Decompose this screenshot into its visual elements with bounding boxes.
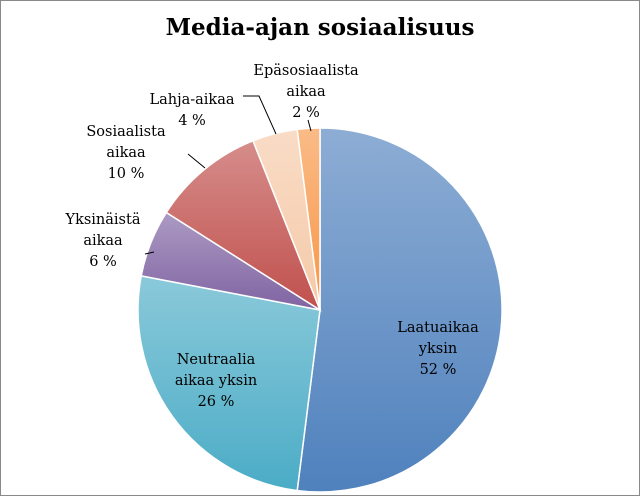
slice-data-label: Neutraalia aikaa yksin 26 %	[175, 352, 257, 410]
chart-title: Media-ajan sosiaalisuus	[165, 14, 475, 41]
slice-value-label: 6 %	[89, 254, 117, 270]
slice-category-label: Yksinäistä	[65, 212, 141, 228]
slice-data-label: Sosiaalista aikaa 10 %	[86, 124, 166, 182]
slice-value-label: 4 %	[178, 113, 206, 129]
leader-line	[144, 251, 155, 255]
slice-value-label: 10 %	[108, 166, 145, 182]
pie-slice	[137, 275, 321, 492]
slice-value-label: 2 %	[292, 105, 320, 121]
leader-line	[187, 153, 206, 169]
slice-category-label: aikaa yksin	[175, 373, 257, 389]
pie-slice	[296, 127, 503, 493]
slice-category-label: yksin	[418, 341, 457, 357]
slice-data-label: Yksinäistä aikaa 6 %	[65, 212, 141, 270]
pie-slice	[296, 127, 321, 311]
slice-value-label: 52 %	[420, 362, 457, 378]
slice-category-label: Epäsosiaalista	[253, 63, 359, 79]
pie-slice	[165, 139, 322, 312]
leader-line	[243, 95, 277, 135]
slice-category-label: aikaa	[286, 84, 326, 100]
leader-line	[307, 119, 312, 132]
slice-category-label: Laatuaikaa	[397, 320, 479, 336]
slice-category-label: Sosiaalista	[86, 124, 166, 140]
slice-value-label: 26 %	[198, 394, 235, 410]
slice-category-label: Lahja-aikaa	[149, 92, 234, 108]
slice-category-label: aikaa	[106, 145, 146, 161]
slice-data-label: Lahja-aikaa 4 %	[149, 92, 234, 129]
slice-category-label: aikaa	[83, 233, 123, 249]
slice-category-label: Neutraalia	[177, 352, 256, 368]
slice-data-label: Epäsosiaalista aikaa 2 %	[253, 63, 359, 121]
slice-data-label: Laatuaikaa yksin 52 %	[397, 320, 479, 378]
